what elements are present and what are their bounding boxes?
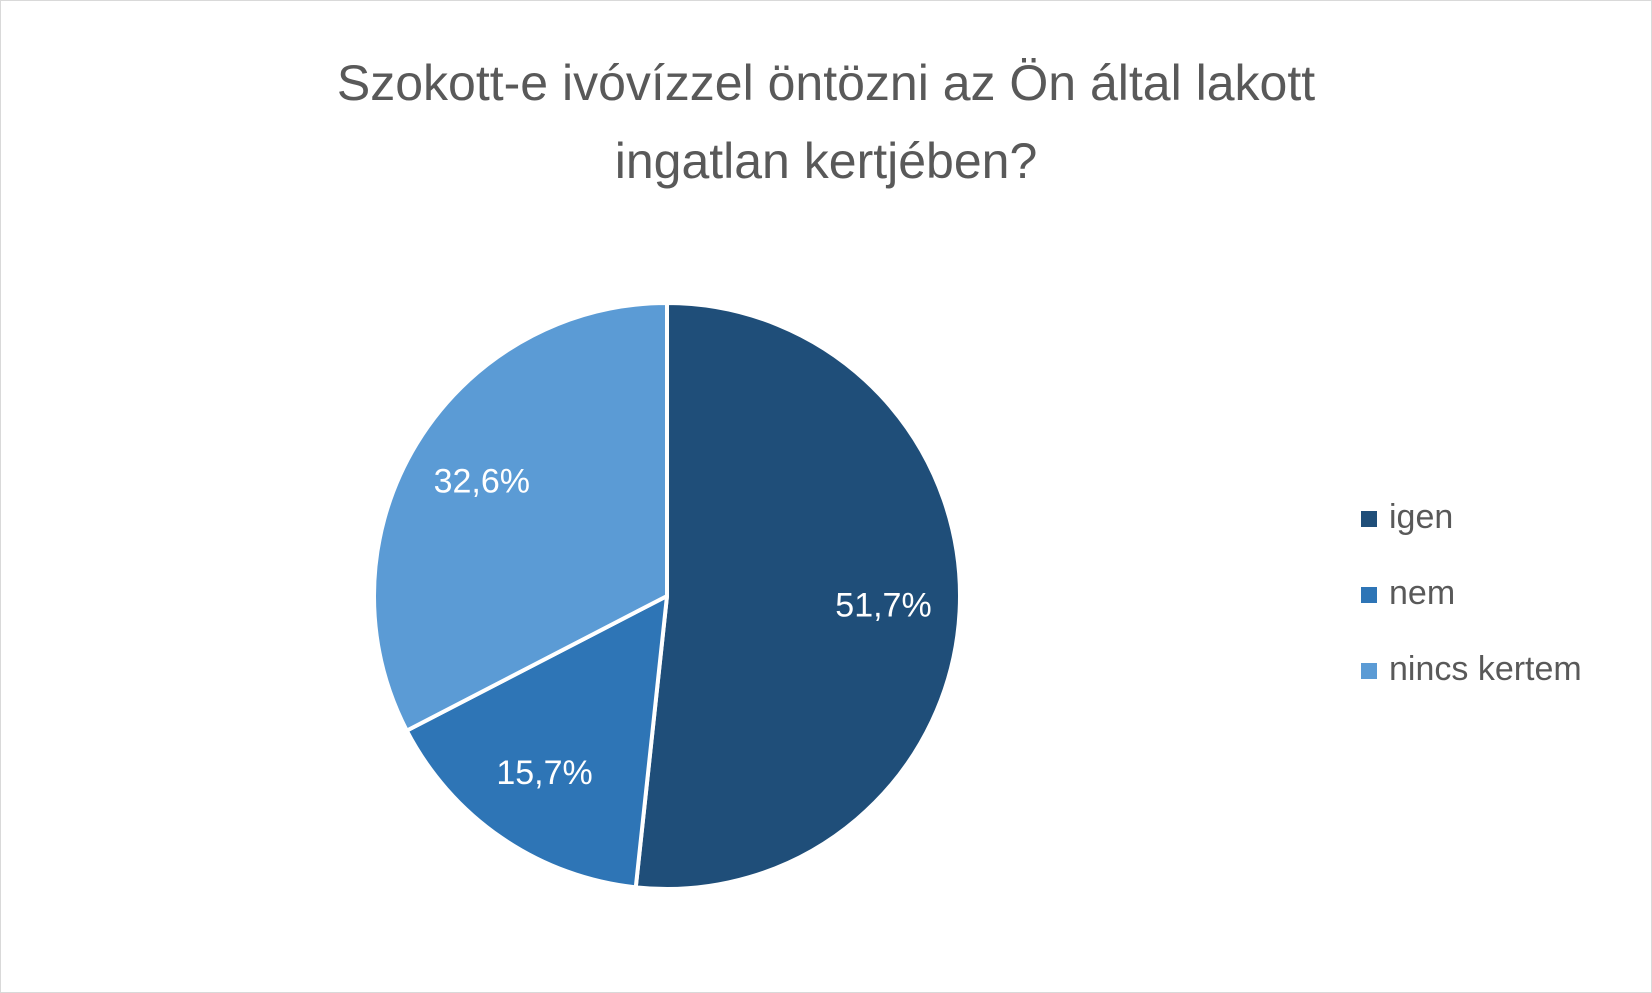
data-label: 32,6% (434, 462, 530, 500)
legend-swatch (1361, 511, 1377, 527)
legend-swatch (1361, 587, 1377, 603)
data-label: 51,7% (835, 587, 931, 625)
chart-title: Szokott-e ivóvízzel öntözni az Ön által … (336, 55, 1316, 189)
pie-slice (372, 301, 669, 733)
pie-slice (404, 594, 669, 890)
pie-slice (633, 301, 962, 891)
legend-swatch (1361, 663, 1377, 679)
legend-label: igen (1389, 498, 1453, 536)
legend-label: nincs kertem (1389, 650, 1582, 688)
legend-label: nem (1389, 574, 1455, 612)
data-label: 15,7% (496, 754, 592, 792)
